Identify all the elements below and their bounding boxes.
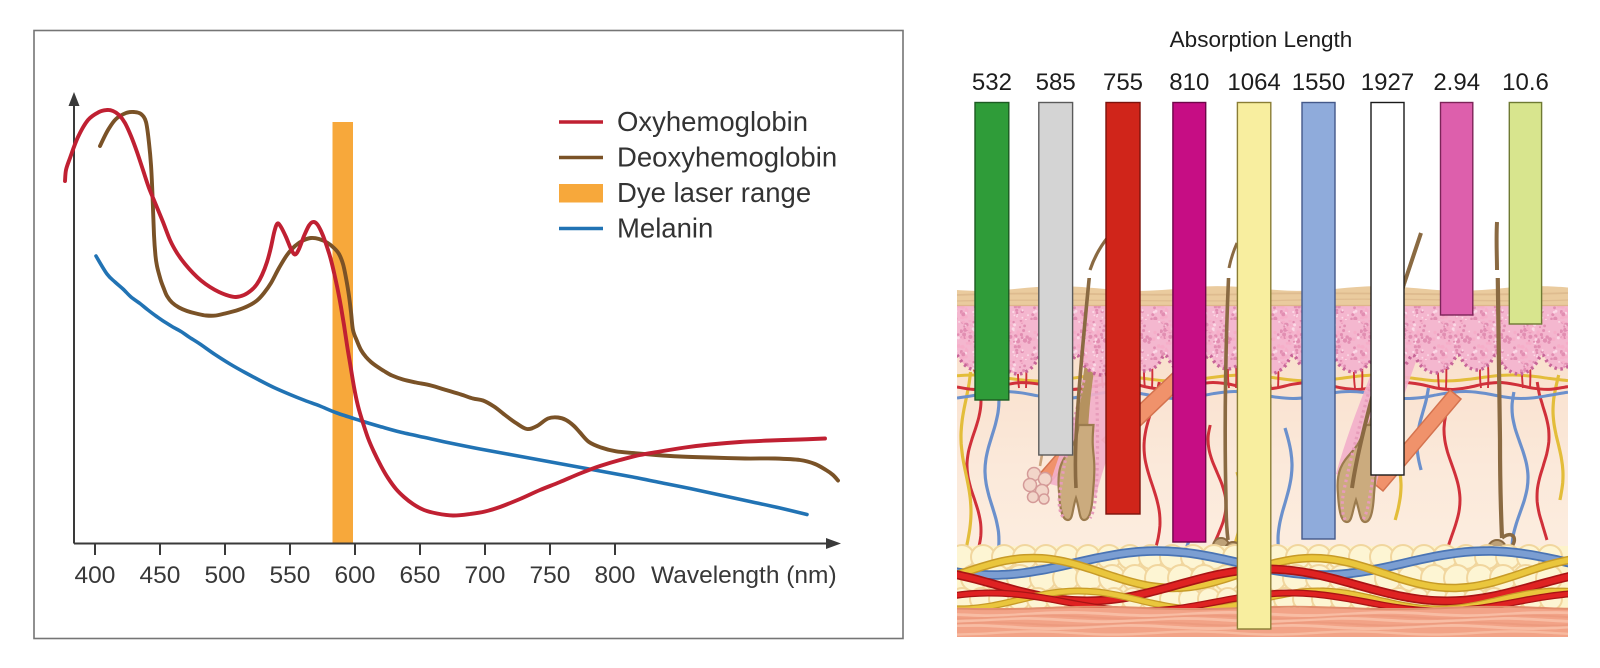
svg-text:2.94: 2.94 [1433,69,1480,96]
svg-text:Oxyhemoglobin: Oxyhemoglobin [617,106,808,137]
svg-text:Dye laser range: Dye laser range [617,177,811,208]
svg-text:600: 600 [335,562,376,589]
svg-text:1927: 1927 [1361,69,1414,96]
svg-text:550: 550 [270,562,311,589]
svg-text:1550: 1550 [1292,69,1345,96]
svg-text:585: 585 [1036,69,1076,96]
svg-text:10.6: 10.6 [1502,69,1549,96]
svg-text:810: 810 [1169,69,1209,96]
svg-text:Deoxyhemoglobin: Deoxyhemoglobin [617,142,837,173]
svg-text:400: 400 [75,562,116,589]
svg-text:500: 500 [205,562,246,589]
svg-text:532: 532 [972,69,1012,96]
svg-text:755: 755 [1103,69,1143,96]
svg-text:Melanin: Melanin [617,213,713,244]
svg-text:650: 650 [400,562,441,589]
svg-text:Absorption Length: Absorption Length [1170,27,1353,52]
svg-text:800: 800 [595,562,636,589]
svg-text:700: 700 [465,562,506,589]
svg-text:Wavelength (nm): Wavelength (nm) [651,562,837,589]
svg-text:750: 750 [530,562,571,589]
svg-text:450: 450 [140,562,181,589]
svg-text:1064: 1064 [1227,69,1280,96]
